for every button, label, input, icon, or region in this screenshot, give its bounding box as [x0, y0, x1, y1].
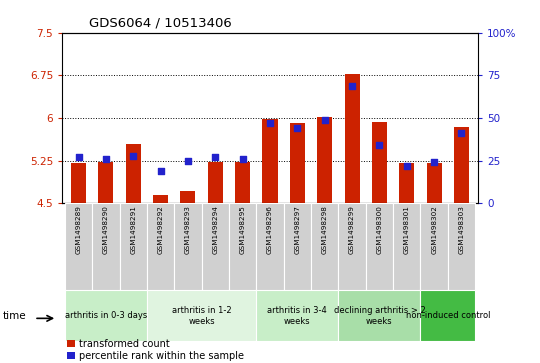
Bar	[399, 163, 414, 203]
Bar	[393, 203, 421, 290]
Bar	[65, 290, 147, 341]
Text: GDS6064 / 10513406: GDS6064 / 10513406	[89, 16, 232, 29]
Bar	[427, 163, 442, 203]
Point	[457, 130, 466, 136]
Legend: transformed count, percentile rank within the sample: transformed count, percentile rank withi…	[67, 339, 244, 361]
Bar	[98, 162, 113, 203]
Text: GSM1498296: GSM1498296	[267, 205, 273, 254]
Bar	[65, 203, 92, 290]
Bar	[126, 144, 141, 203]
Bar	[311, 203, 339, 290]
Text: GSM1498302: GSM1498302	[431, 205, 437, 254]
Text: GSM1498295: GSM1498295	[240, 205, 246, 254]
Text: GSM1498293: GSM1498293	[185, 205, 191, 254]
Point	[156, 168, 165, 174]
Point	[211, 154, 220, 160]
Point	[238, 156, 247, 162]
Bar	[119, 203, 147, 290]
Text: GSM1498290: GSM1498290	[103, 205, 109, 254]
Text: GSM1498298: GSM1498298	[322, 205, 328, 254]
Point	[266, 120, 274, 126]
Text: GSM1498289: GSM1498289	[76, 205, 82, 254]
Point	[184, 158, 192, 163]
Bar	[147, 203, 174, 290]
Bar	[262, 119, 278, 203]
Bar	[92, 203, 119, 290]
Text: arthritis in 1-2
weeks: arthritis in 1-2 weeks	[172, 306, 232, 326]
Text: GSM1498303: GSM1498303	[458, 205, 464, 254]
Text: arthritis in 0-3 days: arthritis in 0-3 days	[65, 311, 147, 320]
Text: GSM1498301: GSM1498301	[404, 205, 410, 254]
Point	[375, 142, 384, 148]
Bar	[421, 290, 475, 341]
Bar	[256, 290, 339, 341]
Bar	[180, 191, 195, 203]
Point	[402, 163, 411, 169]
Bar	[174, 203, 201, 290]
Bar	[454, 127, 469, 203]
Bar	[372, 122, 387, 203]
Point	[102, 156, 110, 162]
Point	[320, 117, 329, 123]
Bar	[421, 203, 448, 290]
Bar	[153, 195, 168, 203]
Bar	[147, 290, 256, 341]
Bar	[201, 203, 229, 290]
Bar	[339, 203, 366, 290]
Bar	[345, 74, 360, 203]
Point	[293, 125, 302, 131]
Text: time: time	[3, 311, 26, 321]
Text: GSM1498291: GSM1498291	[130, 205, 136, 254]
Bar	[317, 117, 332, 203]
Text: GSM1498299: GSM1498299	[349, 205, 355, 254]
Bar	[339, 290, 421, 341]
Bar	[229, 203, 256, 290]
Text: declining arthritis > 2
weeks: declining arthritis > 2 weeks	[334, 306, 426, 326]
Bar	[284, 203, 311, 290]
Bar	[208, 162, 223, 203]
Text: GSM1498297: GSM1498297	[294, 205, 300, 254]
Bar	[256, 203, 284, 290]
Bar	[71, 163, 86, 203]
Point	[129, 152, 138, 158]
Point	[348, 83, 356, 89]
Bar	[366, 203, 393, 290]
Text: GSM1498292: GSM1498292	[158, 205, 164, 254]
Bar	[290, 123, 305, 203]
Bar	[235, 162, 250, 203]
Text: GSM1498300: GSM1498300	[376, 205, 382, 254]
Point	[74, 154, 83, 160]
Point	[430, 159, 438, 165]
Text: GSM1498294: GSM1498294	[212, 205, 218, 254]
Bar	[448, 203, 475, 290]
Text: arthritis in 3-4
weeks: arthritis in 3-4 weeks	[267, 306, 327, 326]
Text: non-induced control: non-induced control	[406, 311, 490, 320]
